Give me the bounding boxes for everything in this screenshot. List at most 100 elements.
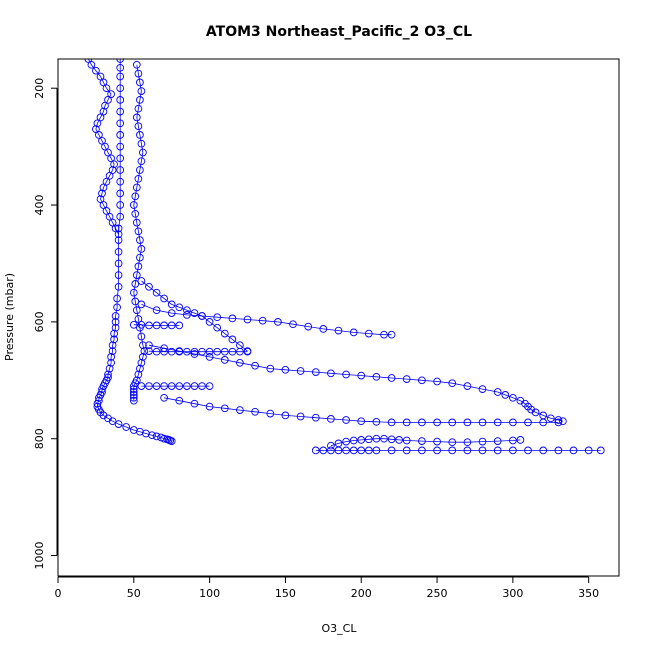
data-point: [266, 409, 275, 418]
data-point: [129, 391, 138, 399]
data-point: [148, 431, 156, 440]
data-point: [167, 309, 176, 317]
data-point: [175, 321, 184, 330]
data-point: [220, 347, 229, 356]
data-point: [114, 259, 123, 268]
data-point: [114, 420, 123, 428]
data-point: [243, 347, 252, 356]
data-point: [524, 418, 532, 427]
data-point: [220, 329, 229, 338]
data-point: [334, 439, 343, 448]
data-point: [493, 437, 502, 445]
data-point: [342, 437, 350, 446]
data-point: [236, 406, 244, 414]
data-point: [167, 437, 176, 445]
data-point: [108, 417, 117, 426]
data-point: [501, 391, 510, 399]
data-point: [372, 446, 381, 455]
series-line: [97, 59, 172, 442]
data-point: [198, 382, 206, 390]
data-point: [92, 66, 100, 75]
data-point: [448, 438, 457, 447]
y-axis-label: Pressure (mbar): [3, 273, 16, 361]
series-1: [129, 60, 149, 405]
data-point: [243, 315, 252, 324]
data-point: [311, 413, 320, 422]
series-6: [160, 393, 563, 427]
plot-area: [84, 59, 605, 455]
data-point: [463, 382, 472, 390]
data-point: [546, 414, 555, 423]
data-point: [183, 347, 191, 356]
data-point: [554, 418, 563, 427]
data-point: [402, 375, 411, 383]
data-point: [152, 321, 161, 330]
data-point: [167, 382, 176, 390]
data-point: [448, 379, 457, 388]
x-tick-label: 250: [427, 587, 448, 600]
x-tick-label: 350: [578, 587, 599, 600]
data-point: [95, 131, 103, 139]
data-point: [132, 183, 141, 192]
data-point: [402, 446, 411, 455]
data-point: [380, 330, 388, 339]
data-point: [137, 87, 146, 95]
data-point: [152, 306, 161, 315]
data-point: [136, 78, 144, 87]
data-point: [137, 245, 146, 253]
series-0: [93, 59, 176, 445]
data-point: [213, 323, 222, 332]
data-point: [136, 96, 144, 104]
data-point: [134, 104, 143, 113]
data-point: [105, 364, 114, 373]
data-point: [539, 418, 548, 427]
data-point: [137, 382, 146, 390]
data-point: [327, 415, 335, 423]
data-point: [140, 347, 149, 355]
data-point: [139, 353, 147, 361]
data-point: [531, 408, 540, 417]
data-point: [463, 438, 472, 447]
data-point: [448, 418, 457, 427]
data-point: [213, 347, 222, 356]
data-point: [418, 446, 426, 455]
data-point: [311, 446, 320, 455]
data-point: [175, 303, 184, 312]
data-point: [114, 230, 123, 239]
data-point: [311, 368, 320, 376]
data-point: [205, 318, 214, 326]
data-point: [205, 353, 214, 361]
data-point: [114, 236, 123, 244]
data-point: [137, 320, 146, 329]
data-point: [99, 183, 108, 192]
data-point: [132, 218, 141, 227]
data-point: [102, 84, 111, 93]
data-point: [478, 385, 487, 393]
series-3: [137, 277, 252, 355]
data-point: [96, 113, 105, 122]
data-point: [433, 377, 441, 386]
data-point: [116, 72, 125, 81]
data-point: [129, 288, 138, 297]
data-point: [190, 350, 199, 358]
series-line: [141, 304, 392, 336]
data-point: [493, 446, 502, 455]
data-point: [132, 113, 141, 122]
data-point: [281, 365, 290, 374]
data-point: [418, 437, 426, 445]
data-point: [160, 294, 168, 303]
data-point: [93, 119, 102, 128]
data-point: [183, 306, 191, 315]
data-point: [108, 347, 117, 355]
data-point: [131, 297, 140, 306]
data-point: [132, 271, 141, 279]
x-tick-label: 50: [127, 587, 141, 600]
data-point: [327, 441, 335, 450]
data-point: [134, 122, 143, 131]
data-point: [139, 341, 147, 350]
data-point: [96, 72, 105, 81]
data-point: [509, 436, 517, 445]
data-point: [152, 288, 161, 297]
series-10: [137, 382, 214, 390]
data-point: [137, 332, 146, 341]
